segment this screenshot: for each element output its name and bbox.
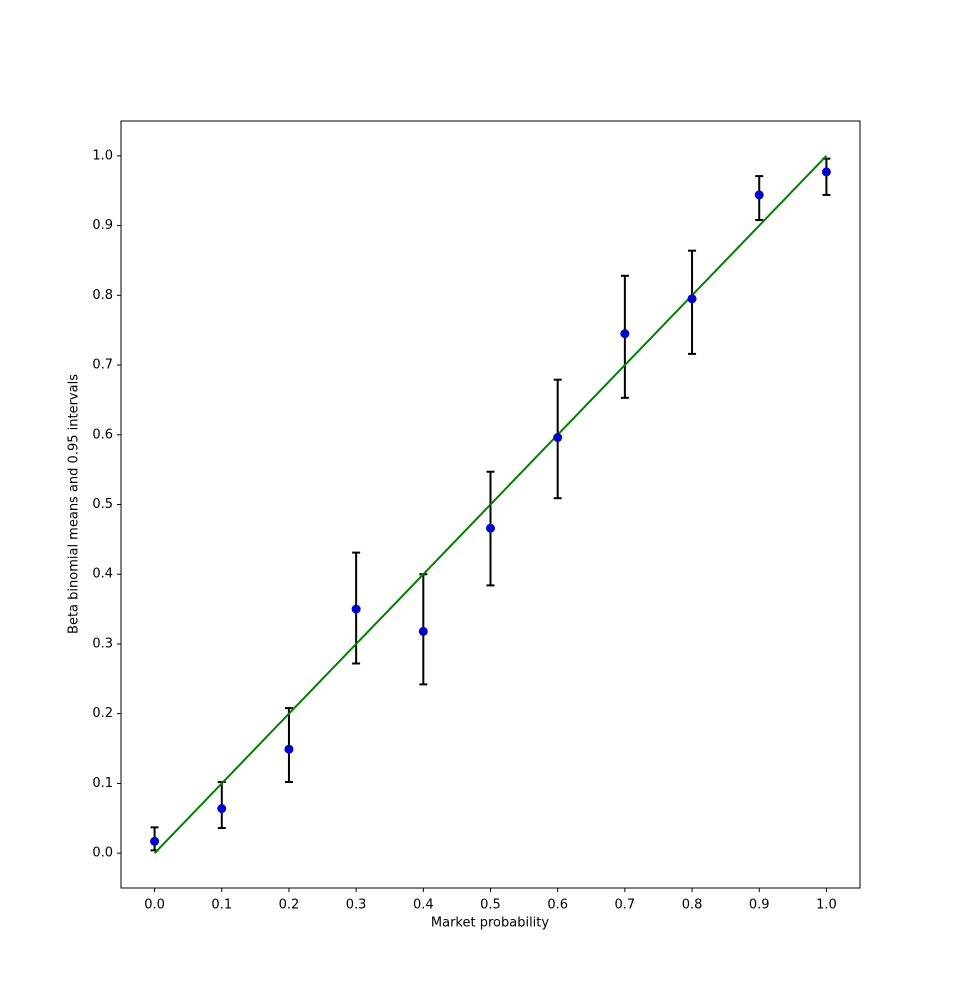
x-tick-label: 0.9 <box>749 898 770 913</box>
point <box>217 804 227 814</box>
x-tick-label: 0.5 <box>480 898 501 913</box>
x-tick-label: 0.2 <box>279 898 300 913</box>
y-tick-label: 0.2 <box>92 706 113 721</box>
y-tick-label: 1.0 <box>92 148 113 163</box>
y-tick-label: 0.3 <box>92 636 113 651</box>
point <box>284 744 294 754</box>
y-tick-label: 0.7 <box>92 358 113 373</box>
y-tick-label: 0.4 <box>92 567 113 582</box>
point <box>351 604 361 614</box>
y-tick-label: 0.8 <box>92 288 113 303</box>
y-tick-label: 0.1 <box>92 776 113 791</box>
x-tick-label: 0.4 <box>413 898 434 913</box>
x-tick-label: 0.8 <box>682 898 703 913</box>
x-tick-label: 0.7 <box>615 898 636 913</box>
x-tick-label: 0.0 <box>144 898 165 913</box>
plot-frame <box>120 120 861 889</box>
x-tick-label: 0.1 <box>211 898 232 913</box>
point <box>150 836 160 846</box>
point <box>418 626 428 636</box>
point <box>687 294 697 304</box>
point <box>620 329 630 339</box>
y-tick-label: 0.0 <box>92 846 113 861</box>
x-tick-label: 0.6 <box>547 898 568 913</box>
y-tick-label: 0.6 <box>92 427 113 442</box>
y-axis-label: Beta binomial means and 0.95 intervals <box>67 374 82 634</box>
x-tick-label: 1.0 <box>816 898 837 913</box>
point <box>553 433 563 443</box>
point <box>486 523 495 533</box>
x-axis-label: Market probability <box>431 916 549 931</box>
y-tick-label: 0.5 <box>92 497 113 512</box>
reference-line <box>153 155 828 854</box>
x-tick-label: 0.3 <box>346 898 367 913</box>
y-tick-label: 0.9 <box>92 218 113 233</box>
point <box>821 167 831 177</box>
point <box>754 190 764 200</box>
